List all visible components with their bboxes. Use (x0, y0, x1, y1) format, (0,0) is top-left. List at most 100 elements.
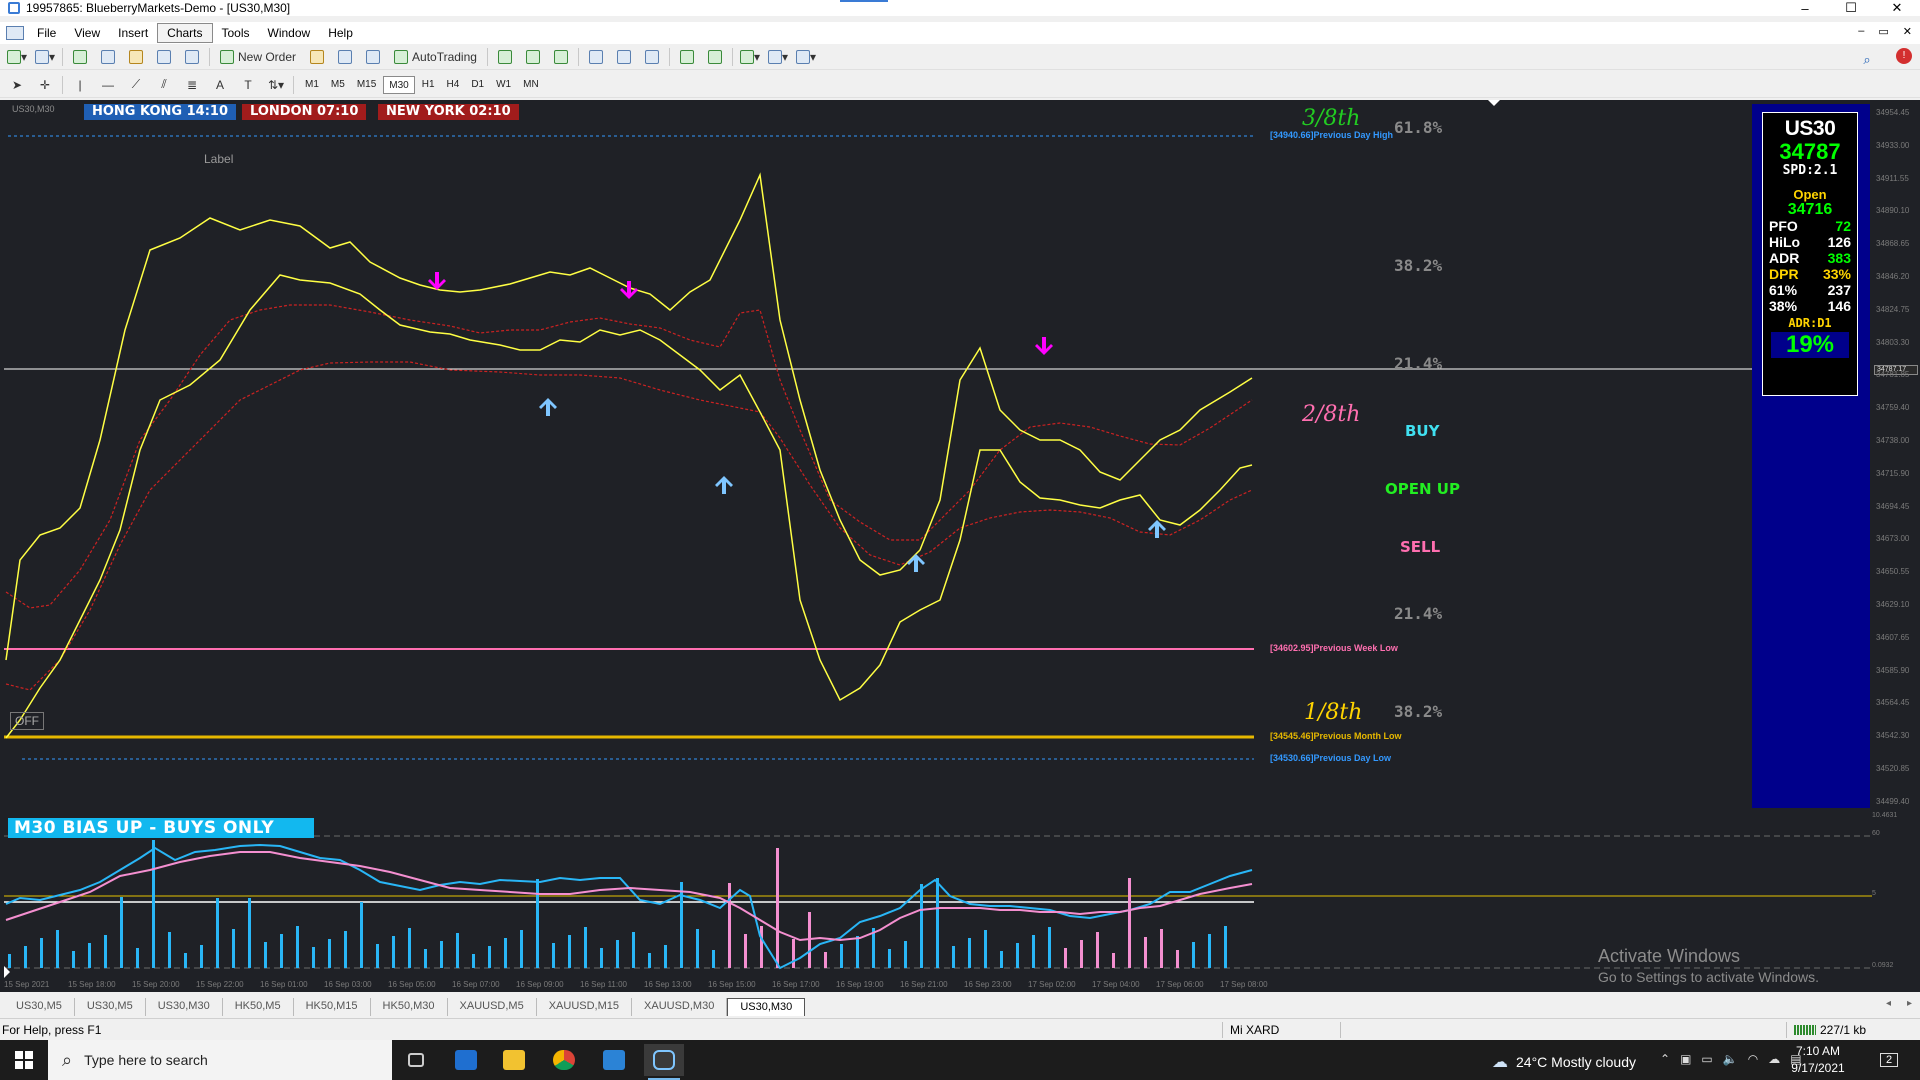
taskbar-clock[interactable]: 7:10 AM 9/17/2021 (1786, 1043, 1850, 1077)
terminal-icon (157, 49, 171, 64)
taskbar-search[interactable]: ⌕ Type here to search (48, 1040, 392, 1080)
templates-button[interactable]: ▾ (795, 46, 817, 68)
timeframe-h1[interactable]: H1 (421, 78, 435, 90)
chart-shift-button[interactable] (704, 46, 726, 68)
auto-scroll-button[interactable] (676, 46, 698, 68)
notification-icon[interactable]: ! (1896, 48, 1912, 64)
chart-tab[interactable]: HK50,M30 (371, 998, 448, 1016)
horizontal-line-button[interactable]: — (97, 74, 119, 96)
navigator-button[interactable] (125, 46, 147, 68)
chart-tab[interactable]: XAUUSD,M5 (448, 998, 537, 1016)
arrows-button[interactable]: ⇅▾ (265, 74, 287, 96)
fibonacci-button[interactable]: ≣ (181, 74, 203, 96)
menu-window[interactable]: Window (267, 26, 311, 40)
chart-tab[interactable]: US30,M30 (146, 998, 223, 1016)
market-watch-button[interactable] (69, 46, 91, 68)
notification-center-button[interactable]: 2 (1874, 1048, 1904, 1072)
taskbar-app-outlook[interactable] (446, 1044, 486, 1076)
chart-tab[interactable]: HK50,M5 (223, 998, 294, 1016)
terminal-button[interactable] (153, 46, 175, 68)
profiles-button[interactable]: ▾ (34, 46, 56, 68)
search-button[interactable]: ⌕ (1856, 49, 1878, 71)
scroll-right-icon[interactable]: ▸ (1906, 998, 1912, 1009)
task-view-button[interactable] (396, 1044, 436, 1076)
language-icon[interactable]: ▤ (1790, 1052, 1802, 1066)
chart-window-icon[interactable] (6, 26, 24, 40)
connection-status[interactable]: 227/1 kb (1794, 1023, 1866, 1037)
current-price-marker: 34787.17 (1874, 365, 1918, 375)
data-window-button[interactable] (97, 46, 119, 68)
menu-view[interactable]: View (74, 26, 101, 40)
timeframe-m1[interactable]: M1 (305, 78, 319, 90)
new-chart-button[interactable]: ▾ (6, 46, 28, 68)
scroll-left-icon[interactable]: ◂ (1885, 998, 1891, 1009)
tile-windows-button[interactable] (641, 46, 663, 68)
tray-app-icon[interactable]: ▣ (1680, 1052, 1692, 1066)
periods-button[interactable]: ▾ (767, 46, 789, 68)
signals-button[interactable] (334, 46, 356, 68)
taskbar-app-photos[interactable] (594, 1044, 634, 1076)
mdi-minimize-button[interactable]: – (1858, 25, 1865, 37)
trendline-button[interactable]: ⟋ (125, 74, 147, 96)
timeframe-d1[interactable]: D1 (471, 78, 485, 90)
zoom-out-button[interactable] (613, 46, 635, 68)
timeframe-m15[interactable]: M15 (356, 78, 377, 90)
menu-insert[interactable]: Insert (118, 26, 149, 40)
chart-tab[interactable]: US30,M5 (75, 998, 146, 1016)
timeframe-w1[interactable]: W1 (496, 78, 512, 90)
new-order-button[interactable]: New Order (216, 46, 300, 68)
menu-file[interactable]: File (37, 26, 57, 40)
line-chart-button[interactable] (550, 46, 572, 68)
histogram-bar (1160, 929, 1163, 968)
taskbar-app-chrome[interactable] (544, 1044, 584, 1076)
taskbar-app-metatrader[interactable] (644, 1044, 684, 1080)
tab-scroll-buttons[interactable]: ◂ ▸ (1886, 998, 1912, 1009)
chart-tab[interactable]: XAUUSD,M15 (537, 998, 633, 1016)
chart-tab[interactable]: HK50,M15 (294, 998, 371, 1016)
menu-charts[interactable]: Charts (157, 23, 213, 43)
timeframe-h4[interactable]: H4 (446, 78, 460, 90)
crosshair-button[interactable]: ✛ (34, 74, 56, 96)
histogram-bar (568, 935, 571, 968)
wifi-icon[interactable]: ◠ (1747, 1052, 1759, 1066)
start-button[interactable] (0, 1040, 48, 1080)
minimize-button[interactable]: – (1801, 0, 1809, 16)
chart-window[interactable]: US30,M30 HONG KONG 14:10 LONDON 07:10 NE… (0, 100, 1920, 992)
mdi-close-button[interactable]: ✕ (1902, 26, 1912, 38)
chart-tab[interactable]: XAUUSD,M30 (632, 998, 728, 1016)
metaeditor-button[interactable] (306, 46, 328, 68)
text-button[interactable]: A (209, 74, 231, 96)
taskbar-app-explorer[interactable] (494, 1044, 534, 1076)
text-label-button[interactable]: T (237, 74, 259, 96)
equidistant-channel-button[interactable]: ⫽ (153, 74, 175, 96)
profile-name[interactable]: Mi XARD (1230, 1023, 1280, 1037)
close-button[interactable]: ✕ (1891, 0, 1903, 15)
mdi-restore-button[interactable]: ▭ (1878, 26, 1889, 38)
chart-tab[interactable]: US30,M5 (4, 998, 75, 1016)
sell-arrow (428, 272, 446, 290)
indicator-off-button[interactable]: OFF (10, 712, 44, 730)
timeframe-mn[interactable]: MN (523, 78, 539, 90)
weather-widget[interactable]: ☁ 24°C Mostly cloudy (1492, 1052, 1636, 1072)
timeframe-m5[interactable]: M5 (330, 78, 345, 90)
menu-tools[interactable]: Tools (221, 26, 250, 40)
volume-icon[interactable]: 🔈 (1722, 1052, 1738, 1066)
onedrive-icon[interactable]: ☁ (1768, 1052, 1781, 1066)
strategy-tester-button[interactable] (181, 46, 203, 68)
chart-tab[interactable]: US30,M30 (727, 998, 806, 1016)
menu-help[interactable]: Help (328, 26, 353, 40)
autotrading-button[interactable]: AutoTrading (390, 46, 481, 68)
tray-chevron-icon[interactable]: ⌃ (1660, 1052, 1671, 1066)
indicators-button[interactable]: ▾ (739, 46, 761, 68)
price-axis[interactable]: 34787.17 34954.45 34933.00 34911.55 34890.1… (1872, 100, 1920, 992)
bar-chart-button[interactable] (494, 46, 516, 68)
vertical-line-button[interactable]: | (69, 74, 91, 96)
timeframe-m30[interactable]: M30 (383, 75, 415, 94)
cursor-button[interactable]: ➤ (6, 74, 28, 96)
maximize-button[interactable]: ☐ (1845, 0, 1857, 15)
market-button[interactable] (362, 46, 384, 68)
zoom-in-button[interactable] (585, 46, 607, 68)
chart-canvas[interactable] (0, 100, 1872, 992)
battery-icon[interactable]: ▭ (1701, 1052, 1713, 1066)
candle-chart-button[interactable] (522, 46, 544, 68)
